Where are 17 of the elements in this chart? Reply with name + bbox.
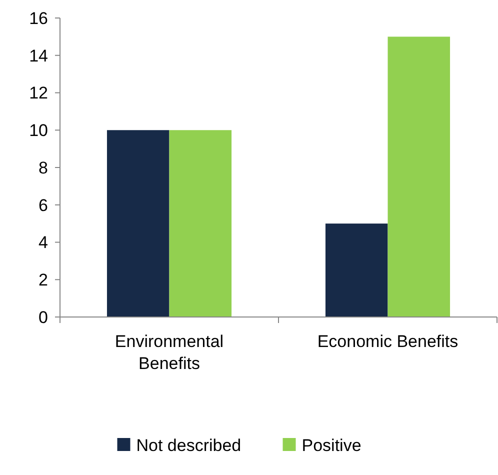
bar <box>388 36 450 317</box>
bar <box>325 224 388 317</box>
y-tick-label: 6 <box>38 196 48 215</box>
bar <box>169 130 232 317</box>
y-tick-label: 10 <box>29 121 48 140</box>
legend-label: Positive <box>302 436 362 455</box>
y-tick-label: 12 <box>29 84 48 103</box>
legend-label: Not described <box>136 436 242 455</box>
y-tick-label: 8 <box>38 158 48 178</box>
y-tick-label: 0 <box>38 308 48 327</box>
y-tick-label: 16 <box>29 8 48 28</box>
bar <box>106 130 170 317</box>
y-tick-label: 2 <box>38 270 48 290</box>
y-tick-label: 14 <box>29 46 48 66</box>
x-tick-label: Environmental Benefits <box>114 332 224 373</box>
y-tick-label: 4 <box>38 233 48 252</box>
x-tick-label: Economic Benefits <box>317 332 458 351</box>
